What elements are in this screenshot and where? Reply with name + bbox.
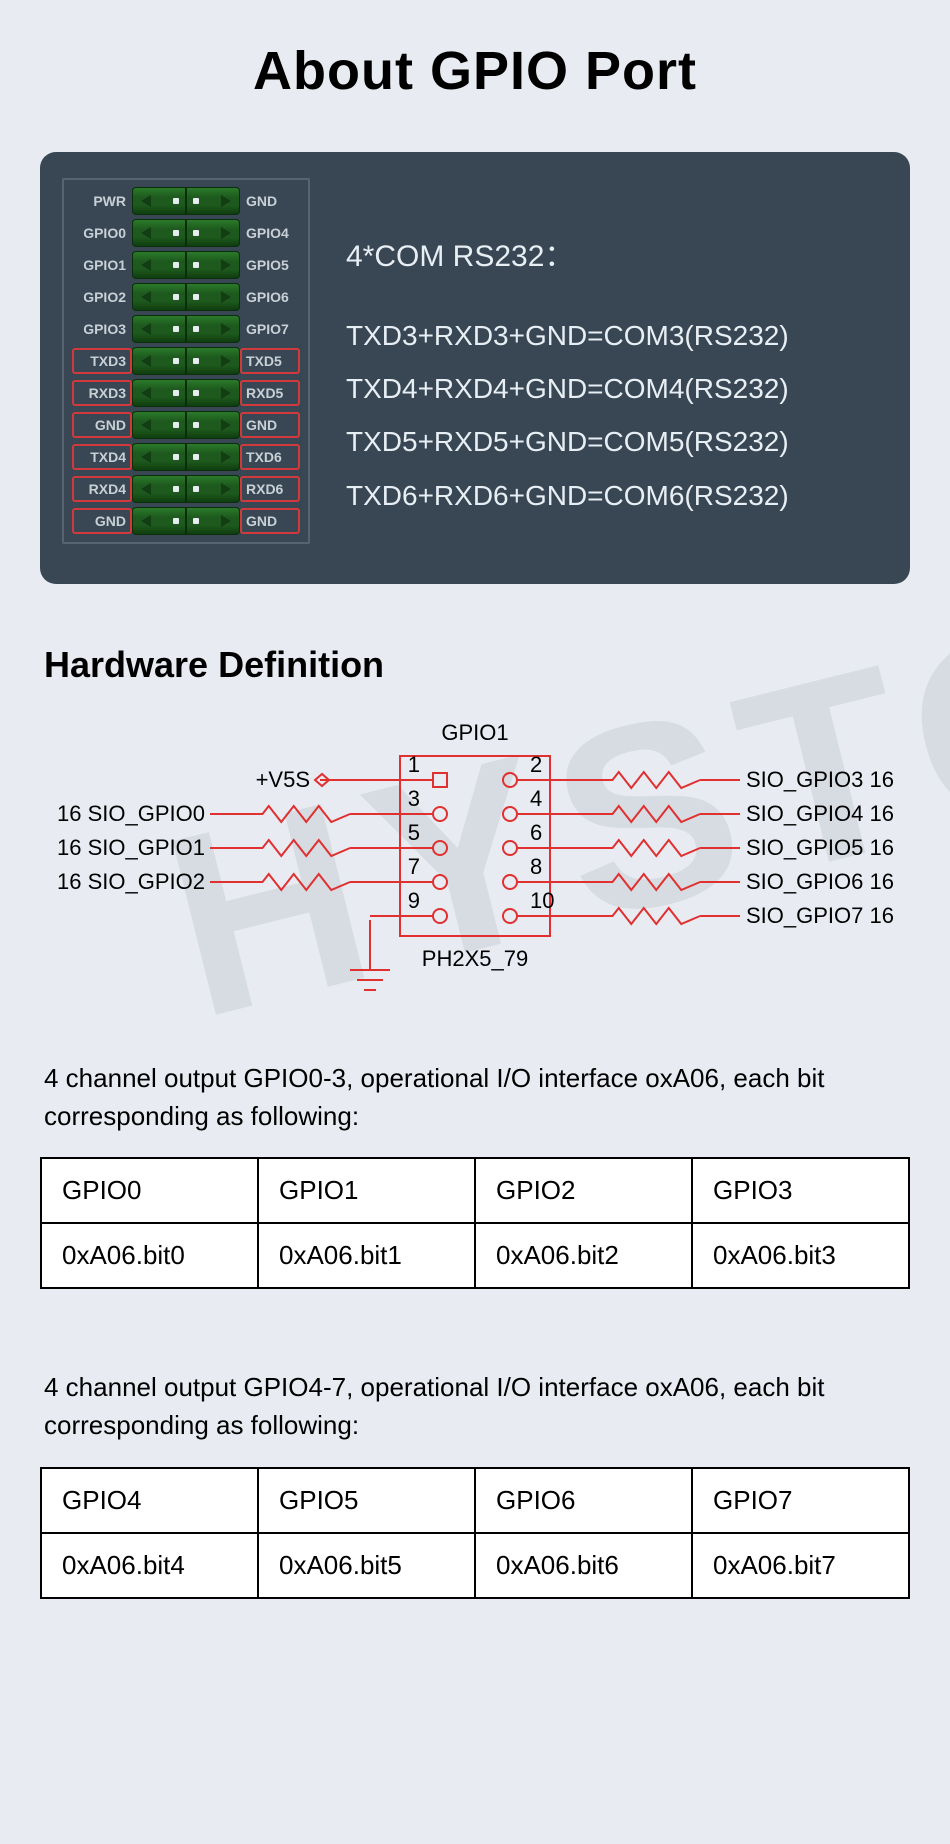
svg-text:9: 9: [408, 888, 420, 913]
table-header-cell: GPIO1: [258, 1158, 475, 1223]
terminal-slot-icon: [132, 507, 186, 535]
pin-label: GPIO7: [240, 321, 300, 337]
pin-label: RXD6: [240, 476, 300, 502]
com-line: TXD4+RXD4+GND=COM4(RS232): [346, 362, 870, 415]
pin-label: RXD5: [240, 380, 300, 406]
terminal-slot-icon: [132, 283, 186, 311]
table-value-cell: 0xA06.bit2: [475, 1223, 692, 1288]
page-title: About GPIO Port: [40, 40, 910, 102]
terminal-slot-icon: [186, 507, 240, 535]
svg-text:8: 8: [530, 854, 542, 879]
terminal-slot-icon: [186, 219, 240, 247]
pinout-schematic: GPIO1 PH2X5_79 1 2 3 4 5 6 7 8 9 10 +V5S 16 SIO_GP…: [40, 710, 910, 1020]
svg-text:16 SIO_GPIO2: 16 SIO_GPIO2: [57, 869, 205, 894]
svg-text:SIO_GPIO6 16: SIO_GPIO6 16: [746, 869, 894, 894]
pin-label: GPIO0: [72, 225, 132, 241]
terminal-slot-icon: [186, 315, 240, 343]
pin-label: TXD4: [72, 444, 132, 470]
terminal-slot-icon: [132, 379, 186, 407]
terminal-slot-icon: [186, 475, 240, 503]
pin-label: GND: [240, 193, 300, 209]
paragraph-2: 4 channel output GPIO4-7, operational I/…: [44, 1369, 906, 1444]
pin-label: GPIO4: [240, 225, 300, 241]
pin-label: RXD4: [72, 476, 132, 502]
schematic-footer: PH2X5_79: [422, 946, 528, 971]
pin-label: TXD3: [72, 348, 132, 374]
table-header-cell: GPIO4: [41, 1468, 258, 1533]
terminal-slot-icon: [132, 475, 186, 503]
pin-label: RXD3: [72, 380, 132, 406]
table-value-cell: 0xA06.bit4: [41, 1533, 258, 1598]
svg-text:SIO_GPIO7 16: SIO_GPIO7 16: [746, 903, 894, 928]
table-header-cell: GPIO0: [41, 1158, 258, 1223]
svg-text:10: 10: [530, 888, 554, 913]
table-header-cell: GPIO5: [258, 1468, 475, 1533]
terminal-slot-icon: [186, 251, 240, 279]
pin-label: TXD6: [240, 444, 300, 470]
terminal-slot-icon: [186, 443, 240, 471]
table-header-cell: GPIO7: [692, 1468, 909, 1533]
terminal-slot-icon: [186, 347, 240, 375]
terminal-slot-icon: [132, 411, 186, 439]
svg-text:16 SIO_GPIO1: 16 SIO_GPIO1: [57, 835, 205, 860]
table-value-cell: 0xA06.bit5: [258, 1533, 475, 1598]
hardware-definition-title: Hardware Definition: [44, 644, 910, 686]
svg-text:5: 5: [408, 820, 420, 845]
com-header: 4*COM RS232：: [346, 228, 870, 285]
svg-text:1: 1: [408, 752, 420, 777]
pin-label: GND: [72, 412, 132, 438]
table-value-cell: 0xA06.bit1: [258, 1223, 475, 1288]
bit-table-1: GPIO0GPIO1GPIO2GPIO3 0xA06.bit00xA06.bit…: [40, 1157, 910, 1289]
svg-text:3: 3: [408, 786, 420, 811]
pin-label: GPIO5: [240, 257, 300, 273]
pin-label: GND: [72, 508, 132, 534]
terminal-slot-icon: [186, 379, 240, 407]
svg-text:SIO_GPIO5 16: SIO_GPIO5 16: [746, 835, 894, 860]
table-value-cell: 0xA06.bit3: [692, 1223, 909, 1288]
terminal-slot-icon: [186, 187, 240, 215]
terminal-slot-icon: [132, 219, 186, 247]
pin-label: GND: [240, 508, 300, 534]
gpio-panel: PWR GND GPIO0 GPIO4 GPIO1 GPIO5 GPIO2 GPIO6 GPIO…: [40, 152, 910, 584]
terminal-slot-icon: [132, 187, 186, 215]
svg-text:6: 6: [530, 820, 542, 845]
pin-label: GPIO6: [240, 289, 300, 305]
pin-label: PWR: [72, 193, 132, 209]
terminal-slot-icon: [132, 315, 186, 343]
table-value-cell: 0xA06.bit0: [41, 1223, 258, 1288]
table-header-cell: GPIO2: [475, 1158, 692, 1223]
table-value-cell: 0xA06.bit7: [692, 1533, 909, 1598]
terminal-slot-icon: [132, 443, 186, 471]
terminal-block-illustration: PWR GND GPIO0 GPIO4 GPIO1 GPIO5 GPIO2 GPIO6 GPIO…: [62, 178, 310, 544]
svg-text:2: 2: [530, 752, 542, 777]
terminal-slot-icon: [186, 283, 240, 311]
bit-table-2: GPIO4GPIO5GPIO6GPIO7 0xA06.bit40xA06.bit…: [40, 1467, 910, 1599]
terminal-slot-icon: [186, 411, 240, 439]
table-value-cell: 0xA06.bit6: [475, 1533, 692, 1598]
terminal-slot-icon: [132, 347, 186, 375]
svg-text:SIO_GPIO3 16: SIO_GPIO3 16: [746, 767, 894, 792]
svg-text:SIO_GPIO4 16: SIO_GPIO4 16: [746, 801, 894, 826]
com-line: TXD5+RXD5+GND=COM5(RS232): [346, 415, 870, 468]
pin-label: GPIO2: [72, 289, 132, 305]
svg-text:4: 4: [530, 786, 542, 811]
svg-text:16 SIO_GPIO0: 16 SIO_GPIO0: [57, 801, 205, 826]
com-port-info: 4*COM RS232： TXD3+RXD3+GND=COM3(RS232)TX…: [346, 178, 870, 544]
svg-text:+V5S: +V5S: [256, 767, 310, 792]
com-line: TXD6+RXD6+GND=COM6(RS232): [346, 469, 870, 522]
schematic-title: GPIO1: [441, 720, 508, 745]
pin-label: TXD5: [240, 348, 300, 374]
table-header-cell: GPIO6: [475, 1468, 692, 1533]
pin-label: GND: [240, 412, 300, 438]
paragraph-1: 4 channel output GPIO0-3, operational I/…: [44, 1060, 906, 1135]
pin-label: GPIO1: [72, 257, 132, 273]
terminal-slot-icon: [132, 251, 186, 279]
svg-text:7: 7: [408, 854, 420, 879]
com-line: TXD3+RXD3+GND=COM3(RS232): [346, 309, 870, 362]
pin-label: GPIO3: [72, 321, 132, 337]
table-header-cell: GPIO3: [692, 1158, 909, 1223]
